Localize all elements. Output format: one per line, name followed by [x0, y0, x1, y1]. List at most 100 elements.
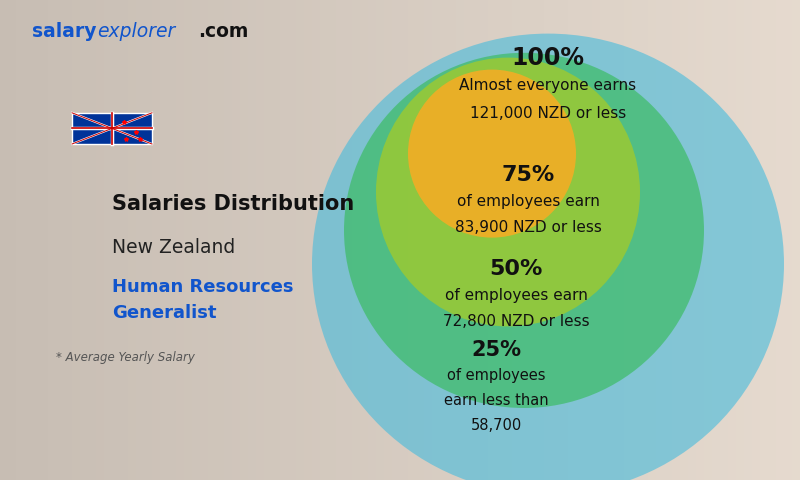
Bar — [32, 0, 40, 480]
Text: 50%: 50% — [490, 259, 542, 279]
Bar — [368, 0, 376, 480]
Bar — [280, 0, 288, 480]
Bar — [768, 0, 776, 480]
Text: 25%: 25% — [471, 340, 521, 360]
Text: .com: .com — [198, 22, 249, 41]
Bar — [384, 0, 392, 480]
Text: Salaries Distribution: Salaries Distribution — [112, 194, 354, 214]
Bar — [448, 0, 456, 480]
Bar — [456, 0, 464, 480]
Bar — [608, 0, 616, 480]
Bar — [704, 0, 712, 480]
Bar — [344, 0, 352, 480]
Bar — [776, 0, 784, 480]
Bar — [400, 0, 408, 480]
Bar — [736, 0, 744, 480]
Bar — [552, 0, 560, 480]
Text: New Zealand: New Zealand — [112, 238, 235, 257]
Bar — [560, 0, 568, 480]
Bar — [64, 0, 72, 480]
Bar — [672, 0, 680, 480]
Text: 72,800 NZD or less: 72,800 NZD or less — [442, 314, 590, 329]
Bar — [752, 0, 760, 480]
Bar — [680, 0, 688, 480]
Text: of employees: of employees — [446, 368, 546, 383]
Bar — [264, 0, 272, 480]
Bar — [640, 0, 648, 480]
Bar — [784, 0, 792, 480]
Bar — [336, 0, 344, 480]
Bar — [648, 0, 656, 480]
Bar — [360, 0, 368, 480]
Bar — [56, 0, 64, 480]
Ellipse shape — [312, 34, 784, 480]
Bar — [288, 0, 296, 480]
Text: 75%: 75% — [502, 165, 554, 185]
Bar — [376, 0, 384, 480]
FancyBboxPatch shape — [72, 113, 152, 144]
Bar — [472, 0, 480, 480]
Bar — [120, 0, 128, 480]
Bar — [720, 0, 728, 480]
Bar — [112, 0, 120, 480]
Bar — [496, 0, 504, 480]
Bar — [696, 0, 704, 480]
Bar — [0, 0, 8, 480]
Bar — [272, 0, 280, 480]
Bar — [480, 0, 488, 480]
Bar — [520, 0, 528, 480]
Bar — [568, 0, 576, 480]
Text: * Average Yearly Salary: * Average Yearly Salary — [56, 351, 195, 364]
Bar — [504, 0, 512, 480]
Ellipse shape — [344, 53, 704, 408]
Bar — [312, 0, 320, 480]
Bar — [160, 0, 168, 480]
Bar — [144, 0, 152, 480]
Bar — [792, 0, 800, 480]
Bar — [8, 0, 16, 480]
Bar — [432, 0, 440, 480]
Bar — [600, 0, 608, 480]
Text: Human Resources
Generalist: Human Resources Generalist — [112, 278, 294, 322]
Bar — [48, 0, 56, 480]
Text: 121,000 NZD or less: 121,000 NZD or less — [470, 106, 626, 121]
Bar — [592, 0, 600, 480]
Bar — [624, 0, 632, 480]
Bar — [224, 0, 232, 480]
Text: 100%: 100% — [511, 46, 585, 70]
Bar — [328, 0, 336, 480]
Text: Almost everyone earns: Almost everyone earns — [459, 78, 637, 93]
Bar — [200, 0, 208, 480]
Bar — [656, 0, 664, 480]
Bar — [256, 0, 264, 480]
Ellipse shape — [376, 58, 640, 326]
Bar — [616, 0, 624, 480]
Bar — [168, 0, 176, 480]
Bar — [232, 0, 240, 480]
Bar — [440, 0, 448, 480]
Bar — [128, 0, 136, 480]
Bar — [296, 0, 304, 480]
Bar — [72, 0, 80, 480]
Text: earn less than: earn less than — [444, 393, 548, 408]
Bar — [88, 0, 96, 480]
Bar — [728, 0, 736, 480]
Bar — [96, 0, 104, 480]
Text: salary: salary — [32, 22, 97, 41]
Bar — [408, 0, 416, 480]
Bar — [80, 0, 88, 480]
Bar — [464, 0, 472, 480]
Bar — [712, 0, 720, 480]
Bar — [216, 0, 224, 480]
Bar — [528, 0, 536, 480]
Bar — [760, 0, 768, 480]
Bar — [544, 0, 552, 480]
Bar — [352, 0, 360, 480]
Bar — [240, 0, 248, 480]
Bar — [664, 0, 672, 480]
Bar — [104, 0, 112, 480]
Bar — [536, 0, 544, 480]
Bar — [152, 0, 160, 480]
Text: 58,700: 58,700 — [470, 418, 522, 433]
Text: of employees earn: of employees earn — [445, 288, 587, 303]
